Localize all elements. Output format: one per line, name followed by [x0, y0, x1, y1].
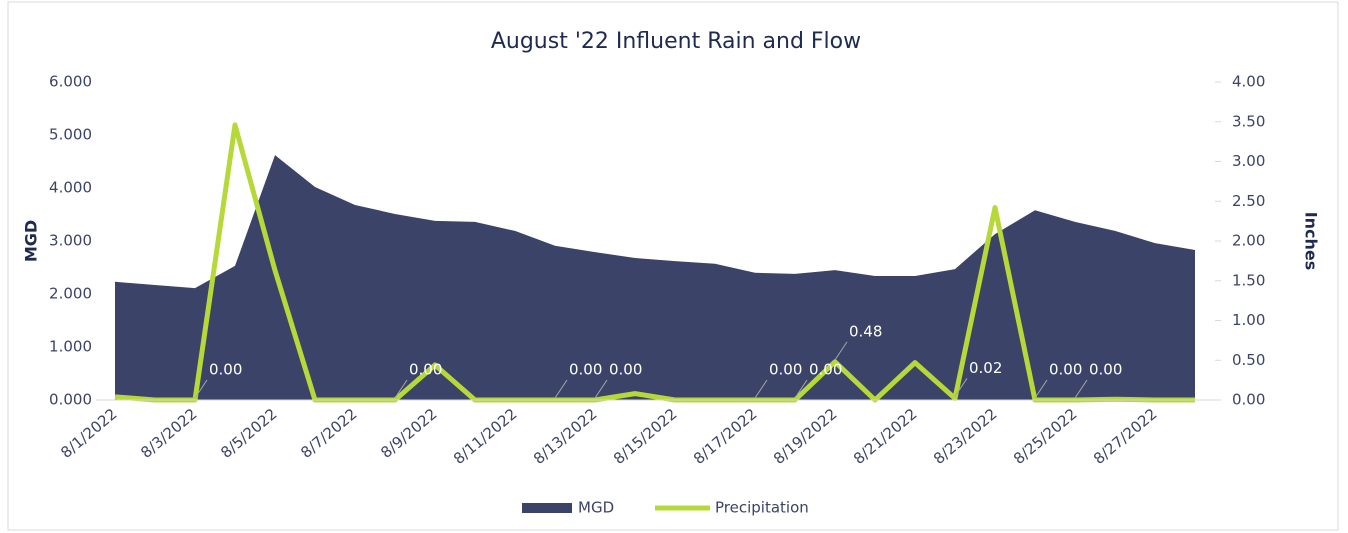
- legend-label: Precipitation: [715, 499, 809, 517]
- y2-tick-label: 2.00: [1232, 232, 1265, 250]
- data-label: 0.48: [849, 322, 882, 340]
- y-tick-label: 3.000: [49, 232, 92, 250]
- chart-title: August '22 Influent Rain and Flow: [491, 29, 861, 54]
- y-tick-label: 6.000: [49, 73, 92, 91]
- leader-line: [1074, 379, 1088, 399]
- data-label: 0.00: [1049, 361, 1082, 379]
- leader-line: [1034, 379, 1048, 399]
- data-label: 0.00: [609, 361, 642, 379]
- y2-tick-label: 3.00: [1232, 152, 1265, 170]
- data-label: 0.00: [1089, 361, 1122, 379]
- data-label: 0.00: [409, 361, 442, 379]
- y-tick-label: 2.000: [49, 285, 92, 303]
- data-label: 0.00: [809, 361, 842, 379]
- leader-line: [954, 378, 968, 397]
- y2-axis-label: Inches: [1302, 212, 1321, 271]
- data-label: 0.02: [969, 359, 1002, 377]
- line: [114, 122, 1195, 403]
- area: [115, 155, 1195, 400]
- y-tick-label: 5.000: [49, 126, 92, 144]
- y2-tick-label: 0.50: [1232, 351, 1265, 369]
- y-tick-label: 1.000: [49, 338, 92, 356]
- data-label: 0.00: [569, 361, 602, 379]
- legend-swatch: [522, 503, 572, 513]
- legend-label: MGD: [578, 499, 614, 517]
- data-label: 0.00: [769, 361, 802, 379]
- data-label: 0.00: [209, 361, 242, 379]
- leader-line: [394, 379, 408, 399]
- y-axis-label: MGD: [22, 220, 41, 262]
- leader-line: [194, 379, 208, 399]
- y2-tick-label: 0.00: [1232, 391, 1265, 409]
- leader-line: [554, 379, 568, 399]
- y2-tick-label: 2.50: [1232, 192, 1265, 210]
- y2-tick-label: 3.50: [1232, 112, 1265, 130]
- y2-tick-label: 4.00: [1232, 73, 1265, 91]
- y-tick-label: 4.000: [49, 179, 92, 197]
- y2-tick-label: 1.00: [1232, 311, 1265, 329]
- leader-line: [794, 379, 808, 399]
- leader-line: [594, 379, 608, 399]
- y-tick-label: 0.000: [49, 391, 92, 409]
- y2-tick-label: 1.50: [1232, 271, 1265, 289]
- leader-line: [834, 341, 848, 361]
- leader-line: [754, 379, 768, 399]
